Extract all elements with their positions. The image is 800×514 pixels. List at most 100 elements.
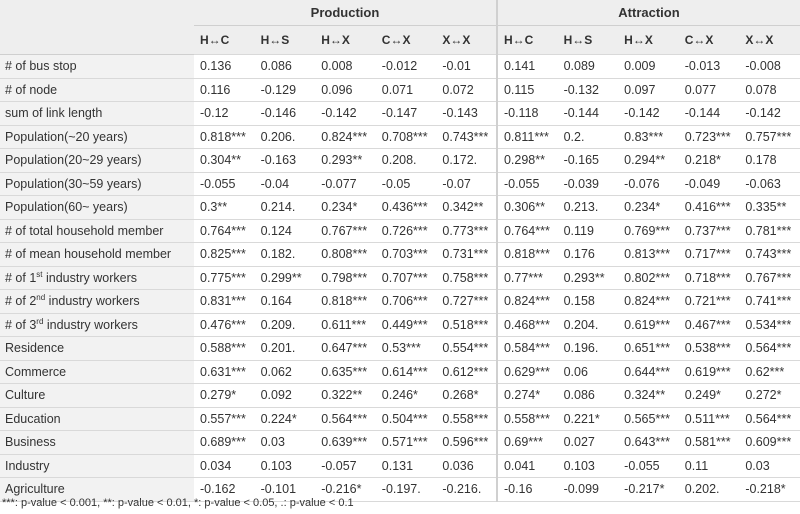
row-label: # of bus stop [0,54,194,79]
pair-header: X↔X [739,25,800,55]
value-cell: 0.647*** [315,336,376,361]
table-row: Population(20~29 years) 0.304** -0.163 0.29… [0,148,800,173]
value-cell: 0.534*** [739,313,800,337]
value-cell: 0.298** [495,148,558,173]
value-cell: 0.825*** [194,242,255,267]
value-cell: 0.62*** [739,360,800,384]
value-cell: -0.057 [315,454,376,478]
value-cell: 0.324** [618,383,679,408]
row-label: Commerce [0,360,194,384]
pair-header: H↔X [618,25,679,55]
value-cell: -0.12 [194,101,255,126]
value-cell: 0.249* [678,383,740,408]
value-cell: 0.767*** [315,219,376,243]
value-cell: 0.141 [495,54,558,79]
row-label-ordinal: rd [36,316,44,326]
value-cell: 0.518*** [436,313,497,337]
value-cell: 0.83*** [618,125,679,149]
value-cell: -0.055 [618,454,679,478]
value-cell: 0.293** [557,266,619,290]
value-cell: -0.039 [557,172,619,196]
value-cell: 0.467*** [678,313,740,337]
value-cell: 0.571*** [375,430,437,455]
value-cell: 0.639*** [315,430,376,455]
value-cell: 0.538*** [678,336,740,361]
table-row: # of node 0.116 -0.129 0.096 0.071 0.072 0.115… [0,78,800,102]
value-cell: 0.306** [495,195,558,220]
value-cell: 0.718*** [678,266,740,290]
value-cell: 0.279* [194,383,255,408]
table-row: Industry 0.034 0.103 -0.057 0.131 0.036 0.041 0… [0,454,800,478]
value-cell: 0.611*** [315,313,376,337]
value-cell: -0.05 [375,172,437,196]
value-cell: -0.04 [254,172,316,196]
row-label: # of 1st industry workers [0,266,194,290]
table-row: Population(30~59 years) -0.055 -0.04 -0.077… [0,172,800,196]
value-cell: 0.293** [315,148,376,173]
value-cell: -0.146 [254,101,316,126]
value-cell: 0.813*** [618,242,679,267]
value-cell: 0.116 [194,78,255,102]
significance-footnote: ***: p-value < 0.001, **: p-value < 0.01… [2,497,354,509]
value-cell: 0.619*** [618,313,679,337]
value-cell: 0.631*** [194,360,255,384]
pair-header: H↔C [495,25,558,55]
value-cell: 0.03 [739,454,800,478]
value-cell: 0.758*** [436,266,497,290]
value-cell: 0.707*** [375,266,437,290]
row-label: Culture [0,383,194,408]
value-cell: -0.197. [375,477,437,502]
value-cell: 0.831*** [194,289,255,314]
value-cell: -0.129 [254,78,316,102]
value-cell: 0.558*** [436,407,497,431]
value-cell: 0.304** [194,148,255,173]
value-cell: 0.077 [678,78,740,102]
value-cell: 0.071 [375,78,437,102]
value-cell: 0.644*** [618,360,679,384]
group-header-production: Production [194,0,497,26]
value-cell: 0.208. [375,148,437,173]
value-cell: 0.741*** [739,289,800,314]
value-cell: 0.824*** [618,289,679,314]
value-cell: -0.008 [739,54,800,79]
row-label: # of 2nd industry workers [0,289,194,314]
value-cell: 0.511*** [678,407,740,431]
value-cell: 0.274* [495,383,558,408]
value-cell: 0.436*** [375,195,437,220]
value-cell: 0.008 [315,54,376,79]
value-cell: 0.588*** [194,336,255,361]
table-row: Agriculture -0.162 -0.101 -0.216* -0.197. -0.… [0,477,800,502]
table-row: Culture 0.279* 0.092 0.322** 0.246* 0.268* 0.2… [0,383,800,408]
value-cell: 0.06 [557,360,619,384]
group-header-attraction: Attraction [495,0,800,26]
value-cell: 0.213. [557,195,619,220]
value-cell: 0.764*** [495,219,558,243]
value-cell: 0.564*** [739,407,800,431]
value-cell: -0.216. [436,477,497,502]
value-cell: 0.727*** [436,289,497,314]
value-cell: -0.162 [194,477,255,502]
value-cell: -0.013 [678,54,740,79]
value-cell: 0.119 [557,219,619,243]
value-cell: 0.775*** [194,266,255,290]
value-cell: 0.773*** [436,219,497,243]
value-cell: -0.07 [436,172,497,196]
value-cell: 0.206. [254,125,316,149]
value-cell: 0.764*** [194,219,255,243]
row-label: Population(60~ years) [0,195,194,220]
group-header-row: Production Attraction [0,0,800,55]
value-cell: 0.723*** [678,125,740,149]
value-cell: 0.214. [254,195,316,220]
value-cell: 0.103 [557,454,619,478]
value-cell: 0.234* [315,195,376,220]
value-cell: 0.03 [254,430,316,455]
value-cell: -0.16 [495,477,558,502]
value-cell: 0.322** [315,383,376,408]
pair-header: X↔X [436,25,497,55]
value-cell: 0.781*** [739,219,800,243]
table-row: Education 0.557*** 0.224* 0.564*** 0.504*** 0… [0,407,800,431]
value-cell: 0.3** [194,195,255,220]
value-cell: 0.041 [495,454,558,478]
value-cell: -0.142 [618,101,679,126]
value-cell: 0.182. [254,242,316,267]
